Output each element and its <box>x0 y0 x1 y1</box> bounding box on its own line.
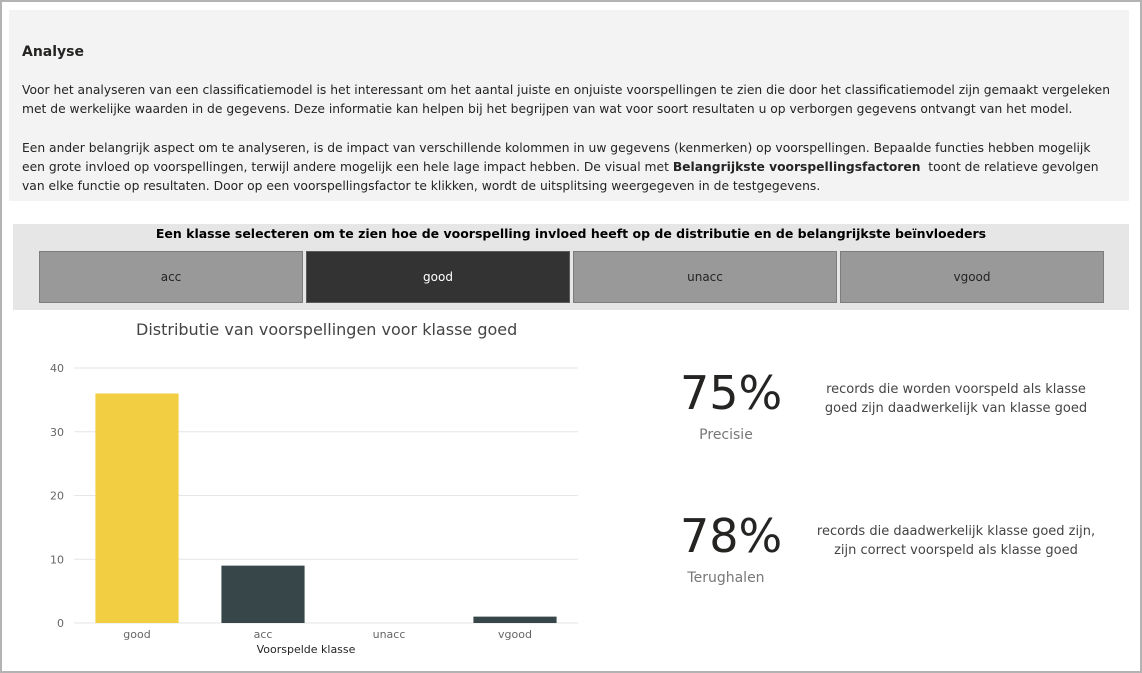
precision-label: Precisie <box>699 427 753 443</box>
prediction-distribution-chart: 0 10 20 30 40 good acc unacc vgood Voorspelde kla… <box>50 362 578 656</box>
precision-description-line-1: records die worden voorspeld als klasse <box>826 382 1086 397</box>
analysis-title: Analyse <box>22 44 85 60</box>
bar-acc <box>221 565 305 623</box>
x-tick-label: acc <box>254 628 273 641</box>
y-tick-label: 30 <box>50 426 64 439</box>
precision-value: 75% <box>680 366 783 420</box>
analysis-panel: Analyse Voor het analyseren van een clas… <box>9 10 1129 201</box>
x-tick-label: good <box>123 628 150 641</box>
bar-vgood <box>473 616 557 623</box>
class-button-unacc[interactable]: unacc <box>573 251 837 303</box>
recall-description-line-1: records die daadwerkelijk klasse goed zi… <box>816 524 1096 539</box>
class-button-good[interactable]: good <box>306 251 570 303</box>
recall-description: records die daadwerkelijk klasse goed zi… <box>806 522 1106 560</box>
y-tick-label: 40 <box>50 362 64 375</box>
analysis-paragraph-1: Voor het analyseren van een classificati… <box>22 83 1111 116</box>
analysis-paragraph-2-text-b: toont de relatieve gevolgen van elke fun… <box>22 160 1103 193</box>
x-tick-label: vgood <box>498 628 532 641</box>
recall-description-line-2: zijn correct voorspeld als klasse goed <box>834 543 1078 558</box>
analysis-paragraph-2: Een ander belangrijk aspect om te analys… <box>22 139 1112 196</box>
class-selector-title: Een klasse selecteren om te zien hoe de … <box>155 226 987 241</box>
y-tick-label: 0 <box>57 617 64 630</box>
x-axis-title: Voorspelde klasse <box>257 643 356 656</box>
precision-description: records die worden voorspeld als klasse … <box>806 380 1106 418</box>
precision-description-line-2: goed zijn daadwerkelijk van klasse goed <box>824 401 1088 416</box>
key-influencers-term: Belangrijkste voorspellingsfactoren <box>672 160 921 174</box>
recall-label: Terughalen <box>687 570 765 586</box>
x-tick-label: unacc <box>373 628 406 641</box>
y-tick-label: 10 <box>50 553 64 566</box>
recall-value: 78% <box>680 509 783 563</box>
y-tick-label: 20 <box>50 490 64 503</box>
bar-good <box>95 393 179 623</box>
analysis-paragraph-2-text-a: Een ander belangrijk aspect om te analys… <box>22 141 1091 174</box>
class-selector: Een klasse selecteren om te zien hoe de … <box>13 224 1129 310</box>
chart-title: Distributie van voorspellingen voor klas… <box>136 320 518 339</box>
class-button-acc[interactable]: acc <box>39 251 303 303</box>
class-button-vgood[interactable]: vgood <box>840 251 1104 303</box>
